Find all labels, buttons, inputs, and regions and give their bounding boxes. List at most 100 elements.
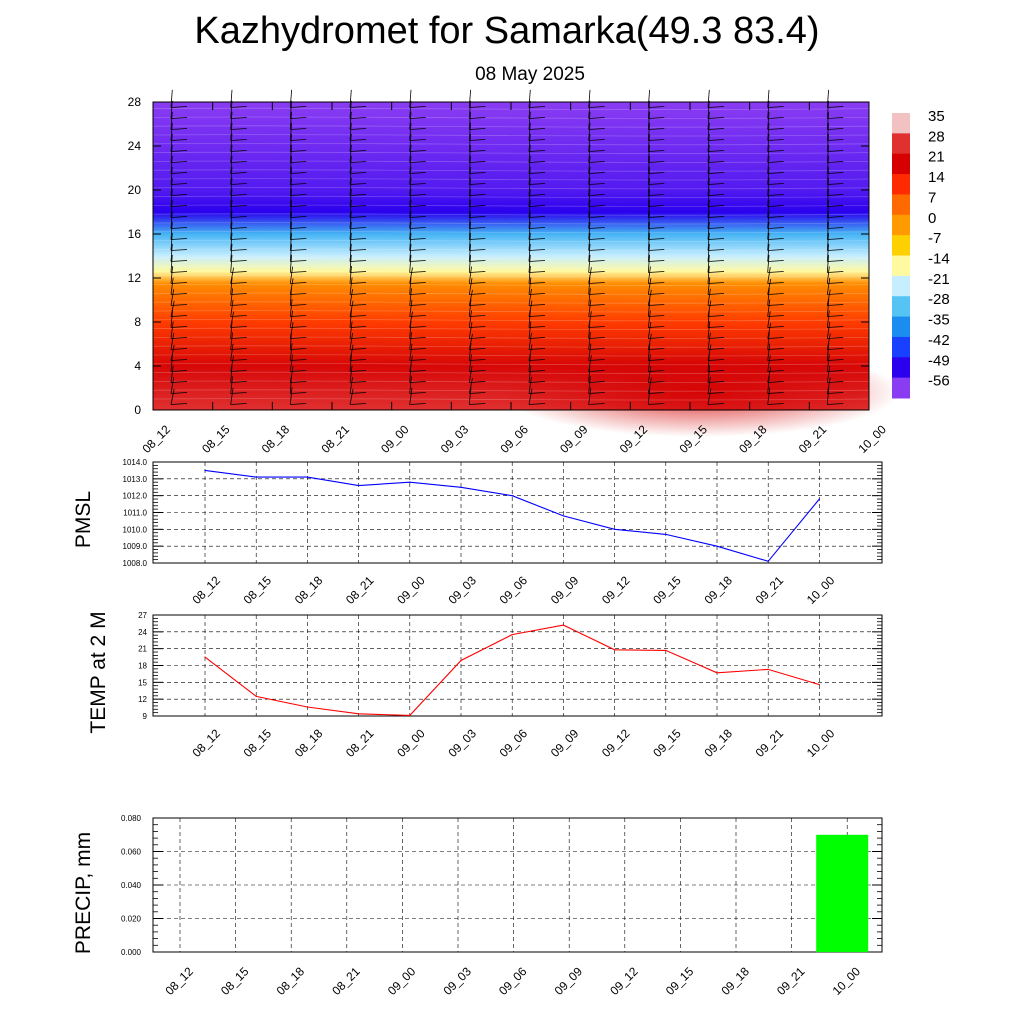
wind-barb-flag bbox=[349, 227, 367, 229]
heatmap-contour bbox=[152, 186, 870, 190]
wind-barb bbox=[230, 376, 233, 394]
wind-barb bbox=[707, 300, 712, 317]
wind-barb bbox=[289, 278, 294, 295]
wind-barb bbox=[468, 322, 473, 339]
wind-barb-flag bbox=[170, 392, 188, 394]
wind-barb bbox=[647, 89, 650, 108]
wind-barb bbox=[647, 254, 650, 273]
wind-barb-flag bbox=[528, 326, 546, 328]
wind-barb-flag bbox=[588, 117, 605, 119]
pressure-point bbox=[818, 498, 821, 500]
heatmap-contour bbox=[152, 283, 870, 286]
wind-barb bbox=[588, 155, 591, 174]
heatmap-panel: 0 4 8 12 16 20 24 28 08_12 08_15 08_18 08_21 09_00 09… bbox=[128, 89, 900, 456]
colorbar-label: -49 bbox=[928, 352, 950, 369]
heatmap-contour bbox=[152, 230, 870, 234]
wind-barb-flag bbox=[648, 359, 665, 361]
wind-barb bbox=[707, 232, 710, 251]
wind-barb bbox=[647, 111, 650, 130]
wind-barb bbox=[468, 333, 473, 350]
wind-barb-flag bbox=[588, 359, 605, 361]
wind-barb-flag bbox=[767, 381, 784, 383]
wind-barb-flag bbox=[469, 183, 486, 185]
wind-barb-flag bbox=[290, 249, 307, 251]
colorbar-label: 14 bbox=[928, 169, 945, 186]
wind-barb-flag bbox=[707, 139, 725, 141]
wind-barb-flag bbox=[170, 238, 188, 240]
wind-barb-flag bbox=[170, 194, 188, 196]
wind-barb bbox=[767, 376, 770, 394]
wind-barb bbox=[767, 177, 770, 196]
wind-barb bbox=[349, 388, 354, 405]
wind-barb-flag bbox=[528, 337, 546, 339]
wind-barb-flag bbox=[230, 139, 247, 141]
wind-barb-flag bbox=[648, 326, 665, 328]
wind-barb-flag bbox=[528, 271, 546, 273]
wind-barb bbox=[170, 111, 173, 130]
wind-barb bbox=[230, 355, 234, 372]
wind-barb bbox=[349, 353, 352, 372]
wind-barb bbox=[528, 177, 531, 196]
pressure-x-tick-label: 08_15 bbox=[241, 573, 275, 607]
wind-barb-flag bbox=[409, 139, 426, 141]
wind-barb bbox=[170, 344, 175, 361]
wind-barb-flag bbox=[409, 172, 426, 174]
wind-barb-flag bbox=[528, 238, 546, 240]
wind-barb-flag bbox=[409, 359, 426, 361]
wind-barb-flag bbox=[230, 161, 247, 163]
wind-barb bbox=[170, 188, 173, 207]
wind-barb bbox=[349, 309, 352, 328]
wind-barb bbox=[647, 366, 652, 383]
temperature-panel: 9 12 15 18 21 24 27 08_12 08_15 08_18 08_21 09_00 09… bbox=[87, 611, 883, 760]
wind-barb-flag bbox=[588, 315, 605, 317]
wind-barb-flag bbox=[648, 150, 665, 152]
wind-barb-flag bbox=[170, 293, 188, 295]
wind-barb-flag bbox=[827, 249, 844, 251]
wind-barb-flag bbox=[290, 359, 307, 361]
heatmap-contour bbox=[152, 310, 870, 313]
wind-barb-flag bbox=[528, 216, 546, 218]
wind-barb bbox=[349, 100, 352, 119]
wind-barb bbox=[230, 232, 233, 251]
wind-barb-flag bbox=[707, 249, 725, 251]
wind-barb-flag bbox=[349, 205, 367, 207]
wind-barb bbox=[230, 100, 233, 119]
wind-barb bbox=[409, 332, 412, 350]
wind-barb bbox=[349, 300, 354, 317]
temperature-point bbox=[358, 713, 360, 715]
precipitation-y-tick-label: 0.020 bbox=[121, 915, 142, 924]
wind-barb-flag bbox=[767, 392, 784, 394]
wind-barb bbox=[767, 232, 770, 251]
wind-barb-flag bbox=[588, 348, 605, 350]
wind-barb bbox=[468, 299, 472, 317]
wind-barb bbox=[826, 377, 831, 394]
wind-barb bbox=[647, 354, 651, 372]
wind-barb bbox=[647, 166, 650, 185]
wind-barb bbox=[289, 266, 293, 284]
wind-barb bbox=[588, 254, 591, 273]
precipitation-x-tick-label: 09_18 bbox=[718, 964, 752, 998]
wind-barb bbox=[528, 288, 532, 306]
wind-barb-flag bbox=[588, 128, 605, 130]
wind-barb bbox=[230, 288, 233, 306]
wind-barb-flag bbox=[827, 238, 844, 240]
wind-barb bbox=[230, 166, 233, 185]
wind-barb bbox=[170, 232, 173, 251]
wind-barb bbox=[409, 221, 412, 240]
wind-barb-flag bbox=[349, 216, 367, 218]
wind-barb bbox=[826, 232, 829, 251]
wind-barb bbox=[826, 310, 830, 328]
wind-barb bbox=[289, 210, 292, 229]
pressure-x-tick-label: 09_18 bbox=[701, 573, 735, 607]
heatmap-contour bbox=[152, 398, 870, 401]
wind-barb-flag bbox=[648, 205, 665, 207]
wind-barb bbox=[409, 122, 412, 141]
wind-barb bbox=[528, 365, 532, 383]
wind-barb-flag bbox=[469, 348, 486, 350]
wind-barb-flag bbox=[290, 370, 307, 372]
wind-barb-flag bbox=[707, 227, 725, 229]
wind-barb-flag bbox=[290, 194, 307, 196]
precipitation-x-tick-label: 09_21 bbox=[774, 964, 808, 998]
wind-barb-flag bbox=[707, 216, 725, 218]
